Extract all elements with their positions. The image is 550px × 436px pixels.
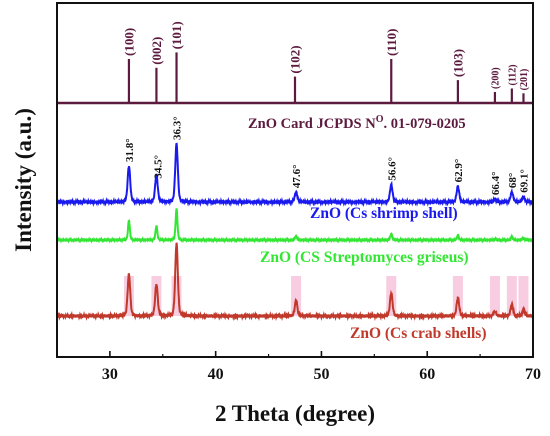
hkl-label-1: (002) xyxy=(149,37,164,65)
series-layer xyxy=(56,142,534,322)
series-2-peak-glow-8 xyxy=(518,276,529,316)
x-tick-label-2: 50 xyxy=(313,366,329,383)
reference-card-label: ZnO Card JCPDS NO. 01-079-0205 xyxy=(248,114,466,132)
peak-label-5: 62.9° xyxy=(453,159,465,183)
peak-label-7: 68° xyxy=(507,173,519,188)
x-tick-label-3: 60 xyxy=(419,366,435,383)
x-tick-label-0: 30 xyxy=(102,366,118,383)
hkl-label-7: (112) xyxy=(507,64,518,85)
hkl-label-3: (102) xyxy=(288,45,303,73)
series-1-label: ZnO (CS Streptomyces griseus) xyxy=(260,249,469,266)
series-2-line xyxy=(56,242,534,322)
series-2-peak-glow-3 xyxy=(291,276,302,316)
axis-layer: 30 40 50 60 70 2 Theta (degree) Intensity (a.u… xyxy=(11,2,541,426)
peak-label-0: 31.8° xyxy=(124,138,136,162)
peak-label-2: 36.3° xyxy=(172,116,184,140)
series-2-peak-glow-1 xyxy=(151,276,162,316)
x-tick-label-1: 40 xyxy=(208,366,224,383)
hkl-label-0: (100) xyxy=(121,28,136,56)
y-axis-label: Intensity (a.u.) xyxy=(11,108,36,252)
series-2-peak-glow-0 xyxy=(123,276,134,316)
hkl-label-8: (201) xyxy=(519,69,530,91)
peak-label-4: 56.6° xyxy=(386,157,398,181)
plot-frame xyxy=(56,2,534,358)
series-0-line xyxy=(56,142,534,208)
label-layer: (100) (002) (101) (102) (110) (103) (200) (112)… xyxy=(121,21,530,342)
series-1-line xyxy=(56,208,534,244)
hkl-label-4: (110) xyxy=(384,29,399,56)
hkl-label-2: (101) xyxy=(169,21,184,49)
hkl-label-6: (200) xyxy=(490,67,501,89)
x-tick-label-4: 70 xyxy=(525,366,541,383)
peak-label-3: 47.6° xyxy=(291,164,303,188)
hkl-label-5: (103) xyxy=(450,49,465,77)
peak-label-6: 66.4° xyxy=(490,171,502,195)
series-0-label: ZnO (Cs shrimp shell) xyxy=(310,205,458,222)
series-2-peak-glow-2 xyxy=(171,276,182,316)
series-2-peak-glow-7 xyxy=(506,276,517,316)
peak-label-1: 34.5° xyxy=(152,155,164,179)
series-2-label: ZnO (Cs crab shells) xyxy=(350,325,487,342)
reference-card-layer xyxy=(57,52,533,105)
peak-label-8: 69.1° xyxy=(518,169,530,193)
series-2-peak-glow-6 xyxy=(489,276,500,316)
series-2-peak-glow-5 xyxy=(452,276,463,316)
x-axis-label: 2 Theta (degree) xyxy=(215,401,375,426)
